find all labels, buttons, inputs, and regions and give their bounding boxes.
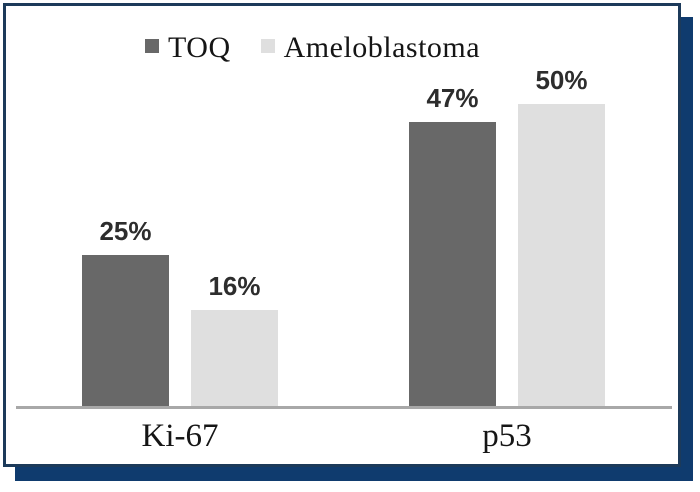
bar-value-label: 25%	[99, 216, 152, 246]
bar-value-label: 16%	[208, 271, 261, 301]
bar-toq-ki67	[82, 255, 169, 407]
legend-item-ameloblastoma: Ameloblastoma	[260, 31, 481, 65]
bar-value-label: 50%	[535, 65, 588, 95]
bar-ameloblastoma-ki67	[191, 310, 278, 407]
legend-item-toq: TOQ	[145, 31, 231, 65]
category-label-p53: p53	[482, 418, 532, 454]
plot-area: 25% 16% 47% 50%	[6, 6, 678, 464]
category-label-ki67: Ki-67	[141, 418, 219, 454]
bar-value-label: 47%	[426, 83, 479, 113]
legend-label-toq: TOQ	[168, 31, 231, 64]
chart-legend: TOQ Ameloblastoma	[145, 28, 480, 68]
x-axis-line	[16, 406, 672, 409]
legend-label-ameloblastoma: Ameloblastoma	[283, 31, 481, 64]
chart-frame: TOQ Ameloblastoma 25% 16% 47% 50% Ki-67 p53	[3, 3, 681, 467]
bar-ameloblastoma-p53	[518, 104, 605, 407]
legend-swatch-ameloblastoma	[260, 39, 275, 53]
legend-swatch-toq	[145, 39, 159, 53]
bar-toq-p53	[409, 122, 496, 407]
